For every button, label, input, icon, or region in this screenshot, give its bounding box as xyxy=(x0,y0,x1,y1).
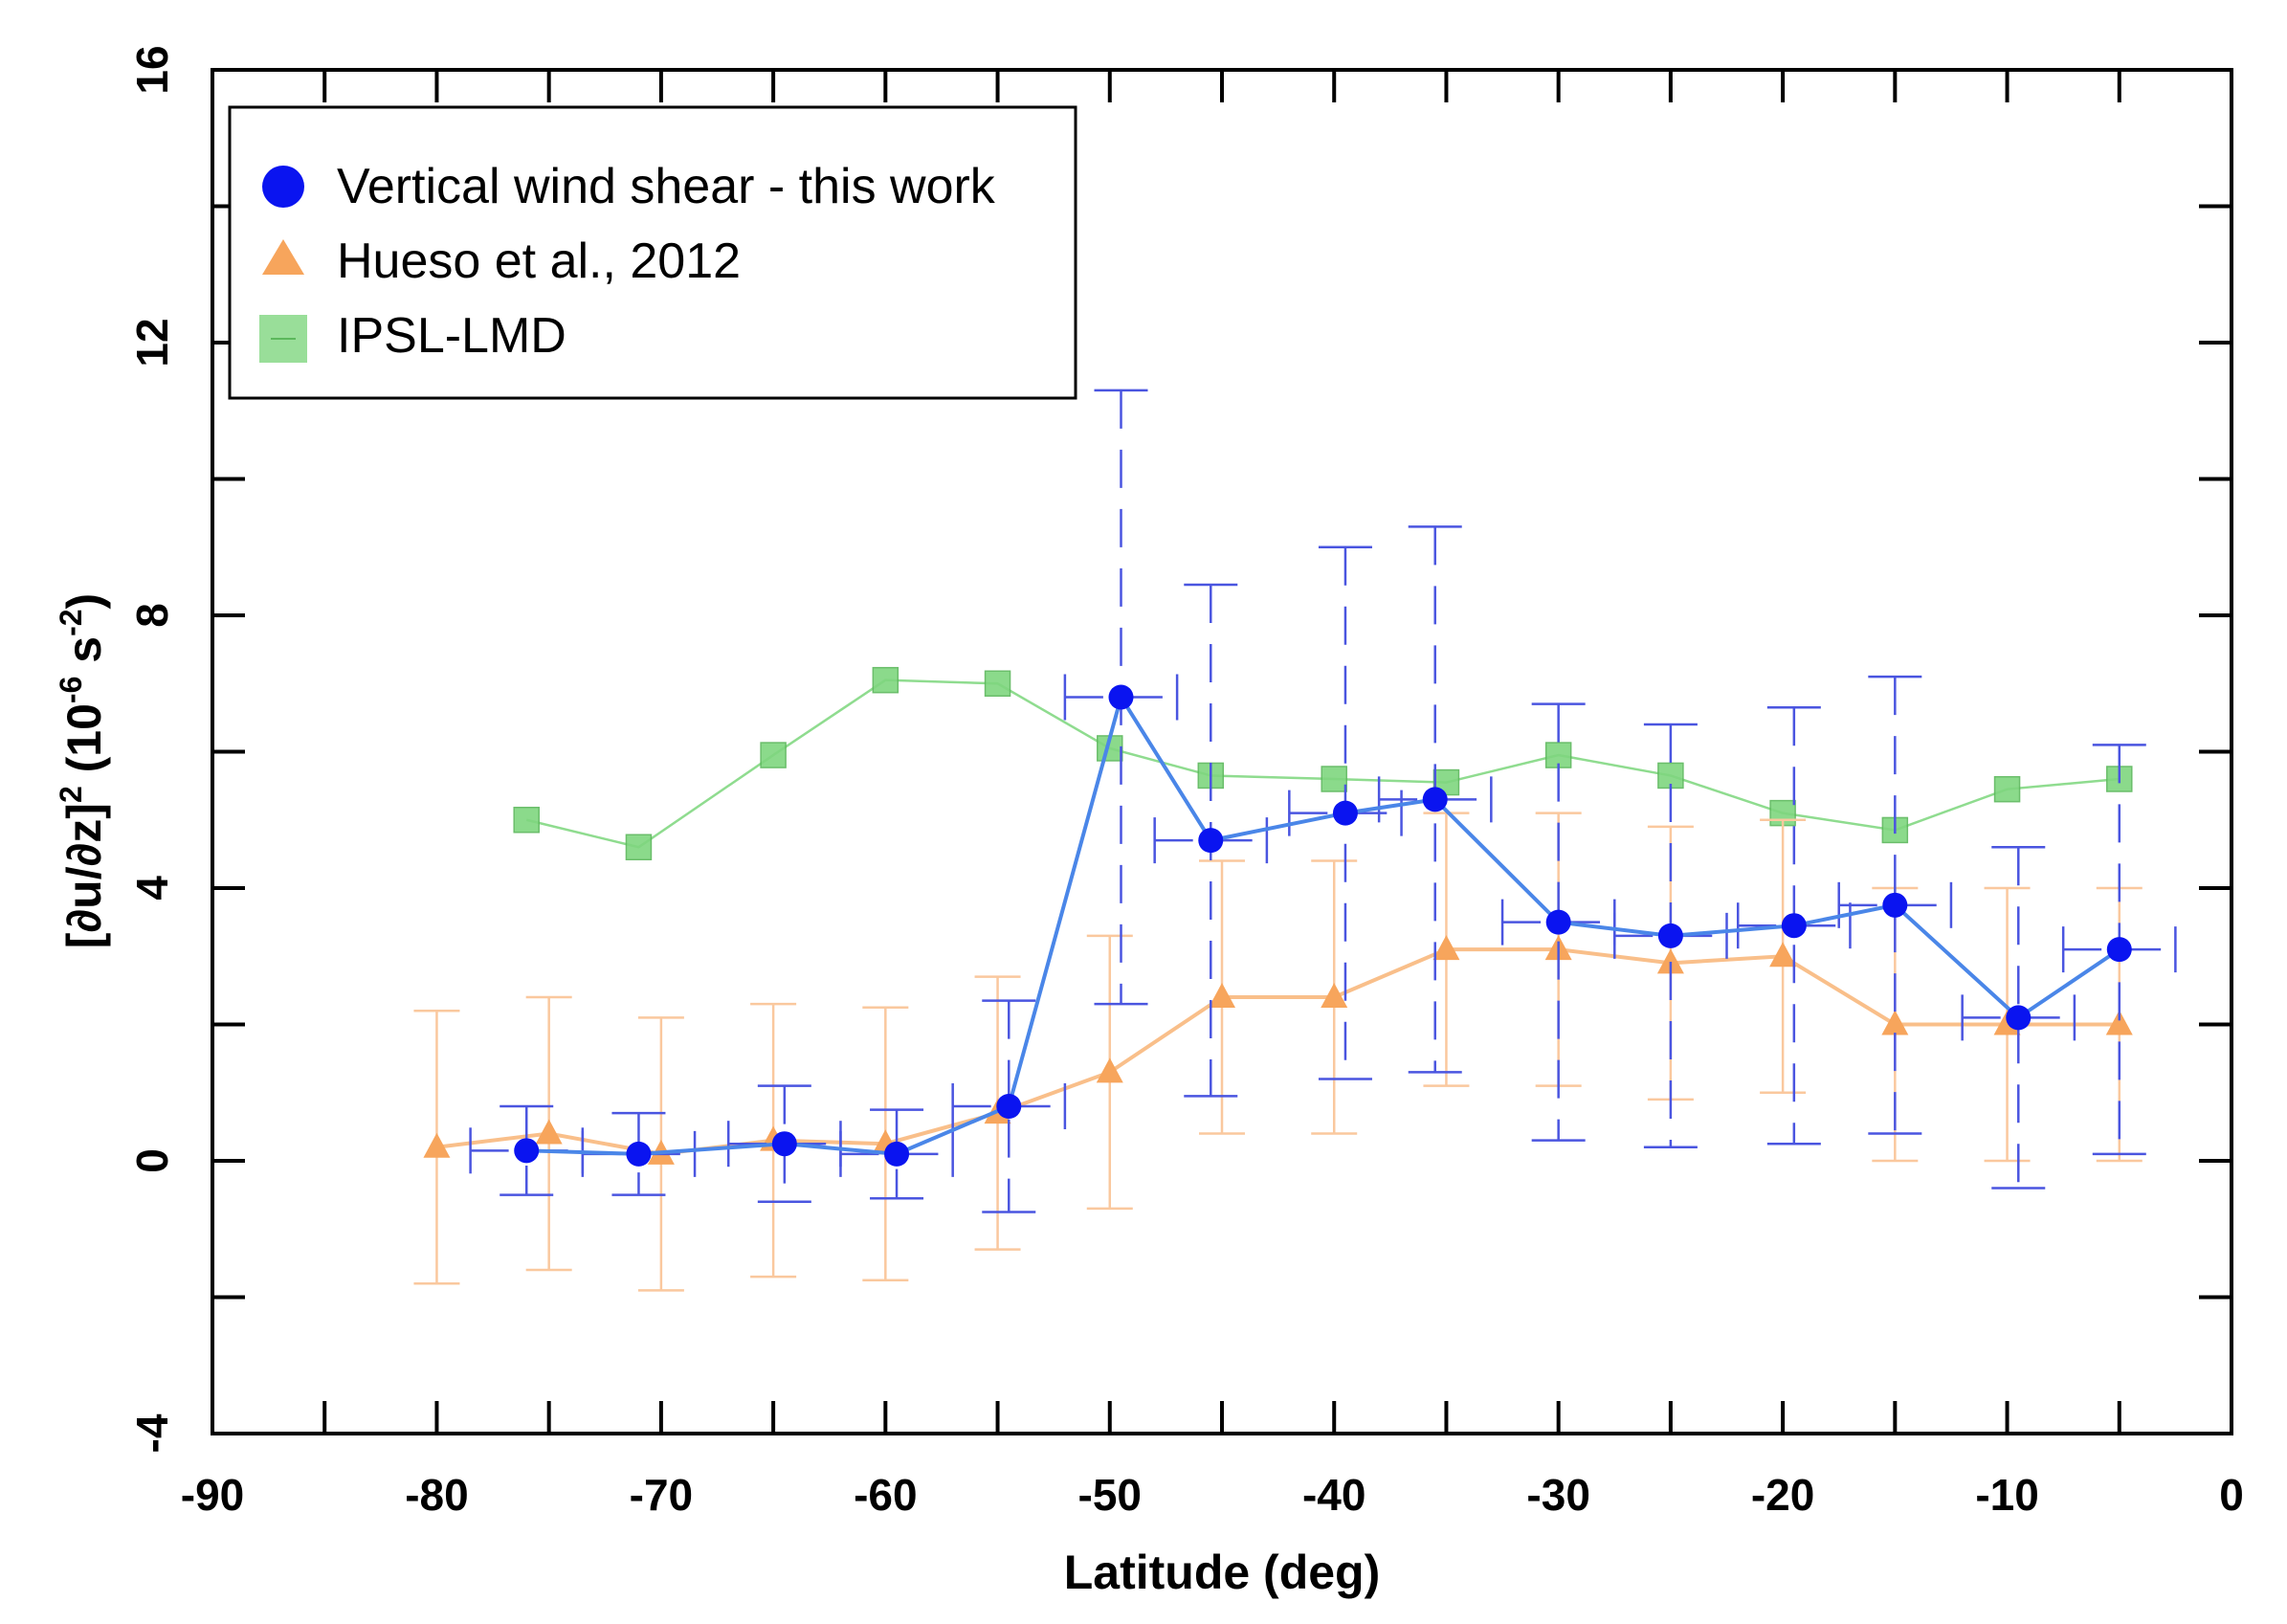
series-this-work xyxy=(469,389,2177,1213)
legend-marker-hueso xyxy=(262,239,304,275)
this-work-point xyxy=(771,1131,797,1157)
x-axis-title: Latitude (deg) xyxy=(1064,1546,1381,1599)
x-tick-label: -90 xyxy=(181,1470,244,1520)
x-tick-label: -80 xyxy=(405,1470,468,1520)
x-tick-label: -20 xyxy=(1751,1470,1814,1520)
y-tick-label: 8 xyxy=(127,603,177,628)
x-tick-label: -40 xyxy=(1302,1470,1366,1520)
legend: Vertical wind shear - this work Hueso et… xyxy=(228,105,1077,400)
hueso-point xyxy=(423,1132,451,1158)
this-work-point xyxy=(1422,787,1448,812)
hueso-point xyxy=(1209,983,1235,1008)
this-work-point xyxy=(514,1138,540,1164)
hueso-point xyxy=(1881,1010,1909,1035)
this-work-point xyxy=(1657,923,1683,948)
y-tick-label: -4 xyxy=(127,1413,177,1453)
y-title-part-c: (10 xyxy=(57,703,111,786)
this-work-point xyxy=(1332,800,1358,826)
x-tick-label: -50 xyxy=(1078,1470,1142,1520)
x-tick-label: 0 xyxy=(2219,1470,2244,1520)
legend-label-this-work: Vertical wind shear - this work xyxy=(337,159,996,214)
hueso-point xyxy=(535,1119,563,1145)
this-work-point xyxy=(1545,909,1571,935)
hueso-point xyxy=(2105,1010,2133,1035)
y-tick-label: 0 xyxy=(127,1148,177,1173)
ipsl-lmd-point xyxy=(872,666,899,694)
hueso-point xyxy=(1321,983,1348,1008)
this-work-point xyxy=(2006,1005,2032,1031)
hueso-point xyxy=(1769,942,1797,968)
ipsl-lmd-point xyxy=(1993,775,2021,803)
x-tick-label: -70 xyxy=(630,1470,693,1520)
ipsl-lmd-point xyxy=(513,807,540,834)
this-work-point xyxy=(1781,913,1807,939)
legend-box xyxy=(228,105,1077,400)
y-title-part-a: [∂u/∂z] xyxy=(57,803,111,948)
y-axis-title: [∂u/∂z]2 (10-6 s-2) xyxy=(54,593,111,948)
this-work-point xyxy=(884,1141,910,1167)
legend-marker-this-work xyxy=(262,166,304,208)
series-layer xyxy=(413,389,2177,1292)
y-tick-label: 16 xyxy=(127,45,177,94)
legend-label-ipsl: IPSL-LMD xyxy=(337,308,566,364)
this-work-point xyxy=(2106,937,2132,963)
hueso-point xyxy=(1656,948,1684,974)
x-tick-label: -10 xyxy=(1975,1470,2038,1520)
this-work-point xyxy=(626,1141,652,1167)
y-title-sup-f: -2 xyxy=(54,609,88,635)
y-title-sup-d: -6 xyxy=(54,677,88,703)
hueso-point xyxy=(1096,1057,1123,1083)
y-title-part-e: s xyxy=(57,636,111,677)
ipsl-lmd-point xyxy=(1321,766,1347,792)
x-tick-label: -60 xyxy=(854,1470,917,1520)
ipsl-lmd-point xyxy=(1432,768,1460,796)
x-tick-label: -30 xyxy=(1526,1470,1589,1520)
ipsl-lmd-point xyxy=(984,670,1011,697)
this-work-point xyxy=(1882,892,1908,918)
this-work-point xyxy=(996,1094,1022,1119)
y-tick-label: 12 xyxy=(127,318,177,367)
this-work-point xyxy=(1108,684,1134,710)
y-tick-label: 4 xyxy=(127,876,177,901)
y-title-part-g: ) xyxy=(57,593,111,610)
y-title-sup-b: 2 xyxy=(54,786,88,803)
ipsl-lmd-point xyxy=(625,834,653,860)
ipsl-lmd-point xyxy=(760,742,787,768)
hueso-point xyxy=(1432,935,1460,961)
plot-frame xyxy=(211,68,2233,1435)
this-work-point xyxy=(1198,828,1224,854)
legend-label-hueso: Hueso et al., 2012 xyxy=(337,234,741,289)
